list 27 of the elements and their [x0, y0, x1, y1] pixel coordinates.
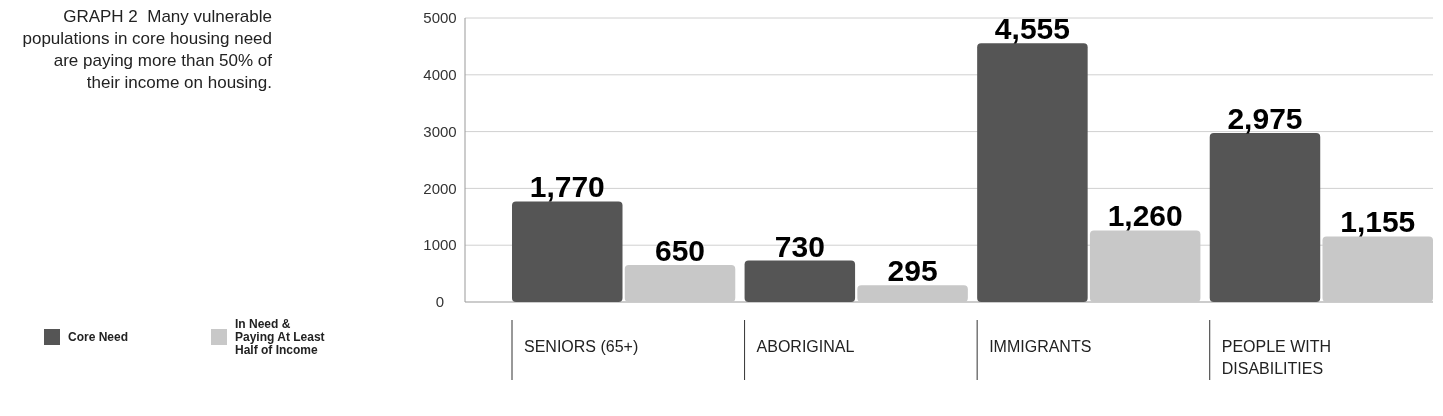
- y-tick-label: 5000: [423, 9, 457, 27]
- x-tick-label: PEOPLE WITH DISABILITIES: [1221, 338, 1332, 377]
- legend-label: In Need & Paying At Least Half of Income: [235, 317, 325, 358]
- bar: [857, 285, 968, 302]
- legend-label: Core Need: [68, 330, 129, 345]
- data-label: 730: [774, 229, 825, 263]
- bar: [624, 265, 736, 302]
- bar: [744, 260, 856, 302]
- bar: [977, 43, 1088, 302]
- data-label: 1,770: [529, 170, 605, 204]
- data-label: 650: [654, 234, 706, 268]
- bar: [1209, 133, 1321, 302]
- y-tick-label: 0: [435, 293, 445, 311]
- data-label: 2,975: [1227, 102, 1303, 136]
- data-label: 295: [887, 254, 938, 288]
- data-label: 4,555: [994, 12, 1070, 46]
- y-tick-label: 1000: [423, 236, 457, 254]
- x-tick-label: SENIORS (65+): [524, 338, 639, 355]
- x-tick-label: ABORIGINAL: [756, 338, 855, 355]
- y-tick-label: 2000: [423, 179, 457, 197]
- x-tick-label: IMMIGRANTS: [989, 338, 1092, 355]
- data-label: 1,260: [1107, 199, 1183, 233]
- text: GRAPH 2 Many vulnerable populations in core housing need are paying more than 50% of their income on housing.: [22, 7, 273, 92]
- bar: [512, 201, 623, 302]
- data-label: 1,155: [1340, 205, 1416, 239]
- y-tick-label: 3000: [423, 122, 457, 140]
- y-tick-label: 4000: [423, 66, 457, 84]
